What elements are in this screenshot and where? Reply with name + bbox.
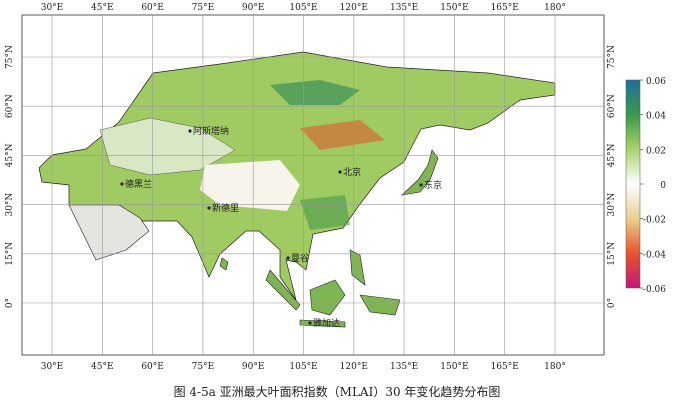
colorbar-tick-label: 0.06 [646,77,666,87]
lon-label-bottom: 45°E [91,362,114,372]
lon-label-bottom: 60°E [141,362,164,372]
lat-label-left: 60°N [5,94,15,118]
colorbar-tick-label: -0.04 [643,250,666,260]
lon-label-top: 165°E [491,3,519,13]
lon-label-bottom: 180° [544,362,566,372]
lat-label-left: 45°N [5,143,15,167]
lat-label-right: 45°N [607,143,617,167]
city-dot [207,206,211,210]
city-dot [120,182,124,186]
lon-label-top: 90°E [242,3,265,13]
lon-label-bottom: 135°E [390,362,418,372]
city-label: 雅加达 [313,317,340,329]
lon-label-bottom: 120°E [340,362,368,372]
lon-label-bottom: 150°E [440,362,468,372]
lon-label-bottom: 90°E [242,362,265,372]
labels: 30°E 30°E 45°E 45°E 60°E 60°E 75°E 75°E 90°E 90°E… [5,3,617,372]
city-dot [419,183,423,187]
lat-label-right: 60°N [607,94,617,118]
land [38,51,556,328]
lat-label-left: 30°N [5,193,15,217]
city-dot [286,256,290,260]
colorbar [625,79,641,289]
lon-label-bottom: 165°E [491,362,519,372]
lat-label-right: 30°N [607,193,617,217]
lon-label-top: 30°E [41,3,64,13]
lon-label-bottom: 75°E [192,362,215,372]
lon-label-top: 75°E [192,3,215,13]
graticule [22,15,604,355]
city-label: 德黑兰 [125,178,152,190]
lon-label-bottom: 30°E [41,362,64,372]
colorbar-tick-label: -0.02 [643,216,666,226]
lon-label-top: 120°E [340,3,368,13]
colorbar-tick-label: 0.04 [646,112,666,122]
city-label: 曼谷 [291,253,309,264]
lat-label-left: 15°N [5,242,15,266]
lon-label-top: 135°E [390,3,418,13]
lon-label-top: 45°E [91,3,114,13]
colorbar-tick-label: 0.02 [646,146,666,156]
city-label: 新德里 [212,202,239,214]
city-dot [338,170,342,174]
caption: 图 4-5a 亚洲最大叶面积指数（MLAI）30 年变化趋势分布图 [174,384,501,399]
lon-label-top: 105°E [289,3,317,13]
lat-label-left: 75°N [5,45,15,69]
city-dot [188,129,192,133]
city-label: 东京 [424,179,442,191]
lat-label-left: 0° [5,298,15,308]
colorbar-tick-label: -0.06 [643,285,666,295]
lon-label-top: 180° [544,3,566,13]
lon-label-top: 60°E [141,3,164,13]
city-dot [308,321,312,325]
lat-label-right: 0° [607,298,617,308]
lon-label-bottom: 105°E [289,362,317,372]
lat-label-right: 15°N [607,242,617,266]
colorbar-tick-label: 0 [660,181,666,191]
lon-label-top: 150°E [440,3,468,13]
city-label: 北京 [343,166,361,178]
lat-label-right: 75°N [607,45,617,69]
city-label: 阿斯塔纳 [193,125,229,137]
